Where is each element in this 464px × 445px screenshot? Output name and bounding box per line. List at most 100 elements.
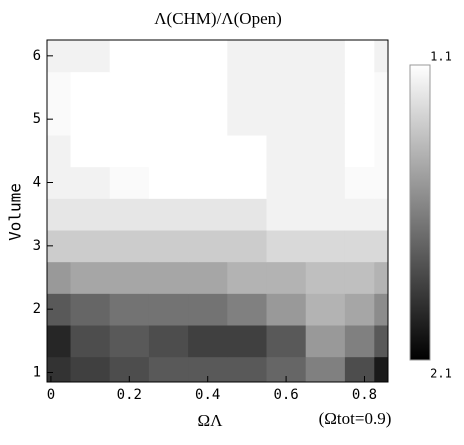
contour-cell bbox=[344, 166, 375, 199]
contour-cell bbox=[148, 325, 189, 358]
x-tick-label: 0 bbox=[47, 387, 55, 403]
contour-cell bbox=[148, 166, 189, 199]
contour-cell bbox=[344, 198, 375, 231]
contour-cell bbox=[47, 198, 72, 231]
contour-cell bbox=[188, 261, 228, 294]
contour-cell bbox=[47, 135, 72, 168]
contour-cell bbox=[305, 135, 346, 168]
contour-cell bbox=[188, 135, 228, 168]
colorbar-label: 2.1 bbox=[430, 367, 452, 381]
contour-cell bbox=[148, 261, 189, 294]
contour-cell bbox=[148, 135, 189, 168]
contour-cell bbox=[266, 135, 307, 168]
annotation: (Ωtot=0.9) bbox=[319, 409, 392, 428]
contour-cell bbox=[227, 71, 267, 104]
contour-cell bbox=[305, 71, 346, 104]
colorbar bbox=[409, 64, 431, 361]
contour-cell bbox=[47, 71, 72, 104]
contour-cell bbox=[70, 325, 111, 358]
contour-cell bbox=[344, 230, 375, 263]
contour-cell bbox=[344, 135, 375, 168]
y-tick-label: 5 bbox=[33, 111, 41, 127]
contour-cell bbox=[374, 325, 389, 358]
contour-cell bbox=[70, 261, 111, 294]
contour-cell bbox=[109, 261, 150, 294]
colorbar-label: 1.1 bbox=[430, 50, 452, 64]
contour-cell bbox=[305, 356, 346, 383]
contour-cell bbox=[266, 166, 307, 199]
contour-cell bbox=[109, 198, 150, 231]
contour-cell bbox=[374, 198, 389, 231]
contour-cell bbox=[148, 103, 189, 136]
contour-cell bbox=[305, 293, 346, 326]
contour-cell bbox=[70, 71, 111, 104]
contour-cell bbox=[109, 293, 150, 326]
contour-cell bbox=[374, 40, 389, 73]
y-tick-label: 2 bbox=[33, 301, 41, 317]
contour-cell bbox=[305, 325, 346, 358]
contour-cell bbox=[266, 230, 307, 263]
contour-cell bbox=[305, 40, 346, 73]
contour-cell bbox=[266, 71, 307, 104]
contour-cell bbox=[305, 261, 346, 294]
contour-cell bbox=[266, 325, 307, 358]
contour-cell bbox=[70, 166, 111, 199]
contour-cell bbox=[148, 71, 189, 104]
contour-cell bbox=[374, 293, 389, 326]
contour-cell bbox=[227, 198, 267, 231]
contour-cell bbox=[227, 325, 267, 358]
contour-cell bbox=[344, 325, 375, 358]
contour-cell bbox=[188, 325, 228, 358]
contour-cell bbox=[266, 198, 307, 231]
contour-cell bbox=[70, 40, 111, 73]
contour-cell bbox=[70, 198, 111, 231]
contour-cell bbox=[305, 103, 346, 136]
contour-cell bbox=[227, 293, 267, 326]
y-axis-label: Volume bbox=[6, 183, 25, 241]
x-tick-label: 0.2 bbox=[117, 387, 142, 403]
contour-cell bbox=[266, 40, 307, 73]
contour-cell bbox=[344, 293, 375, 326]
contour-cell bbox=[374, 261, 389, 294]
contour-cell bbox=[148, 293, 189, 326]
contour-cell bbox=[266, 261, 307, 294]
x-tick-label: 0.8 bbox=[352, 387, 377, 403]
contour-cell bbox=[227, 135, 267, 168]
contour-cell bbox=[109, 40, 150, 73]
contour-cell bbox=[109, 166, 150, 199]
contour-cell bbox=[188, 230, 228, 263]
contour-cell bbox=[344, 40, 375, 73]
contour-cell bbox=[227, 40, 267, 73]
y-tick-label: 4 bbox=[33, 175, 41, 191]
contour-cell bbox=[305, 198, 346, 231]
contour-cell bbox=[109, 230, 150, 263]
y-tick-label: 6 bbox=[33, 48, 41, 64]
contour-cell bbox=[47, 325, 72, 358]
contour-cell bbox=[227, 103, 267, 136]
contour-cell bbox=[70, 356, 111, 383]
contour-cell bbox=[227, 261, 267, 294]
contour-cell bbox=[227, 356, 267, 383]
x-tick-label: 0.4 bbox=[195, 387, 220, 403]
contour-cell bbox=[305, 166, 346, 199]
contour-cell bbox=[374, 71, 389, 104]
contour-cell bbox=[148, 230, 189, 263]
contour-cell bbox=[109, 103, 150, 136]
contour-cell bbox=[188, 293, 228, 326]
x-axis-label: ΩΛ bbox=[198, 411, 224, 430]
contour-cell bbox=[188, 71, 228, 104]
contour-cell bbox=[188, 103, 228, 136]
contour-cell bbox=[70, 293, 111, 326]
contour-cell bbox=[109, 325, 150, 358]
x-tick-label: 0.6 bbox=[273, 387, 298, 403]
contour-cell bbox=[374, 356, 389, 383]
contour-cell bbox=[374, 230, 389, 263]
plot-frame bbox=[46, 39, 389, 383]
contour-cell bbox=[70, 103, 111, 136]
contour-cell bbox=[70, 135, 111, 168]
contour-cell bbox=[148, 40, 189, 73]
y-tick-label: 1 bbox=[33, 365, 41, 381]
contour-cell bbox=[148, 198, 189, 231]
contour-cell bbox=[266, 293, 307, 326]
contour-cell bbox=[374, 135, 389, 168]
